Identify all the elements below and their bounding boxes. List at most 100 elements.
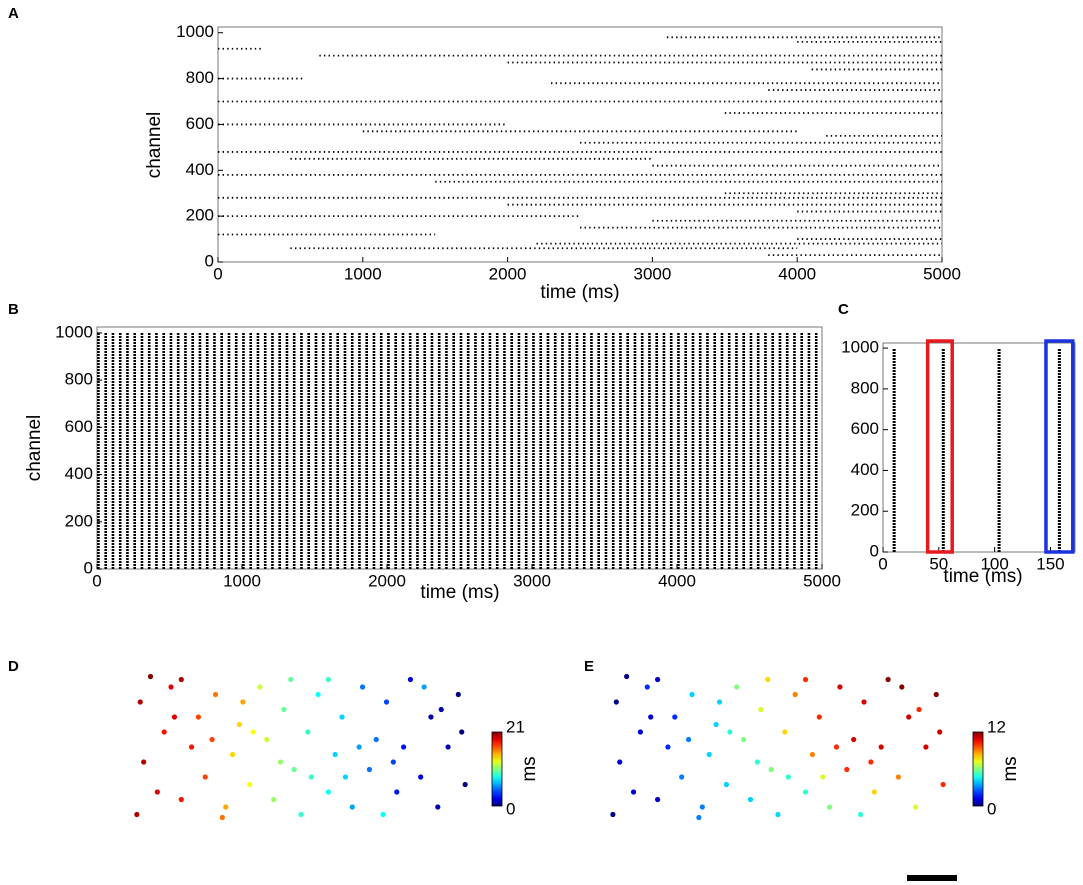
cell [137, 699, 143, 705]
cell [655, 796, 661, 803]
cell [240, 699, 246, 705]
cell [785, 774, 791, 780]
cell [219, 814, 225, 821]
scale-bar [907, 875, 957, 881]
y-tick-label: 800 [851, 378, 879, 397]
y-tick-label: 200 [851, 501, 879, 520]
x-tick-label: 1000 [223, 571, 261, 590]
cell [689, 691, 695, 698]
cell [264, 736, 270, 743]
cell [820, 774, 826, 780]
panel-label: D [8, 658, 19, 675]
x-tick-label: 4000 [778, 264, 816, 283]
cell [428, 714, 434, 720]
y-tick-label: 600 [186, 114, 214, 133]
cell [899, 684, 905, 690]
cell [816, 714, 822, 720]
colorbar-tick-label: 0 [506, 799, 515, 818]
cell [809, 751, 816, 758]
cell [325, 676, 331, 683]
y-tick-label: 0 [870, 541, 879, 560]
cell [685, 736, 692, 743]
cell [168, 684, 174, 690]
y-tick-label: 400 [65, 464, 93, 483]
cell [802, 676, 809, 683]
cell [178, 676, 184, 683]
cell [342, 774, 349, 780]
cell [672, 714, 678, 720]
cell [802, 789, 809, 795]
cell [332, 751, 338, 758]
x-tick-label: 100 [980, 554, 1008, 573]
cell [706, 751, 712, 758]
cell [906, 714, 912, 720]
cell [305, 729, 311, 735]
x-tick-label: 4000 [658, 571, 696, 590]
y-axis-label: channel [144, 112, 165, 179]
cell [895, 774, 902, 780]
x-tick-label: 1000 [344, 264, 382, 283]
cell [754, 759, 760, 765]
cell [349, 804, 355, 810]
cell [195, 714, 201, 720]
cell [937, 729, 943, 735]
cell [178, 796, 184, 803]
cell [223, 804, 229, 810]
cell [418, 774, 424, 780]
colorbar [972, 731, 984, 807]
highlight-box [925, 339, 954, 554]
cell [837, 684, 843, 690]
colorbar-tick-label: 21 [506, 717, 525, 736]
x-axis-label: time (ms) [420, 582, 499, 603]
cell [325, 789, 331, 795]
x-axis-label: time (ms) [540, 282, 619, 303]
cell [861, 699, 867, 705]
cell [445, 744, 451, 750]
cell [147, 673, 154, 680]
cell [613, 699, 619, 705]
cell [161, 729, 167, 735]
cell [291, 766, 297, 773]
cell [851, 736, 857, 743]
panel-label: B [8, 301, 19, 318]
cell [610, 811, 616, 818]
x-tick-label: 5000 [803, 571, 841, 590]
cell [356, 744, 362, 750]
cell [630, 789, 637, 795]
cell [885, 676, 891, 683]
cell [236, 721, 243, 728]
cell [916, 706, 922, 713]
y-tick-label: 200 [65, 511, 93, 530]
cell [359, 684, 366, 690]
x-axis-label: time (ms) [943, 566, 1022, 587]
cell [438, 706, 444, 713]
y-tick-label: 1000 [55, 322, 93, 341]
cell [833, 744, 840, 750]
cell [768, 766, 774, 773]
cell [624, 673, 630, 680]
cell [713, 721, 719, 728]
cell [212, 691, 219, 698]
x-tick-label: 50 [929, 554, 948, 573]
cell [913, 804, 919, 810]
cell [857, 811, 864, 818]
cell [435, 804, 441, 810]
x-tick-label: 0 [92, 571, 101, 590]
colorbar [491, 731, 503, 807]
x-tick-label: 0 [213, 264, 222, 283]
cell [871, 789, 877, 795]
y-tick-label: 200 [186, 206, 214, 225]
colorbar-label: ms [519, 756, 540, 781]
cell [390, 759, 396, 765]
cell [716, 699, 723, 705]
cell [407, 676, 414, 683]
cell [933, 691, 939, 698]
cell [665, 744, 671, 750]
cell [644, 684, 650, 690]
cell [250, 729, 256, 735]
cell [298, 811, 304, 818]
cell [734, 684, 740, 690]
cell [271, 796, 277, 803]
cell [394, 789, 400, 795]
